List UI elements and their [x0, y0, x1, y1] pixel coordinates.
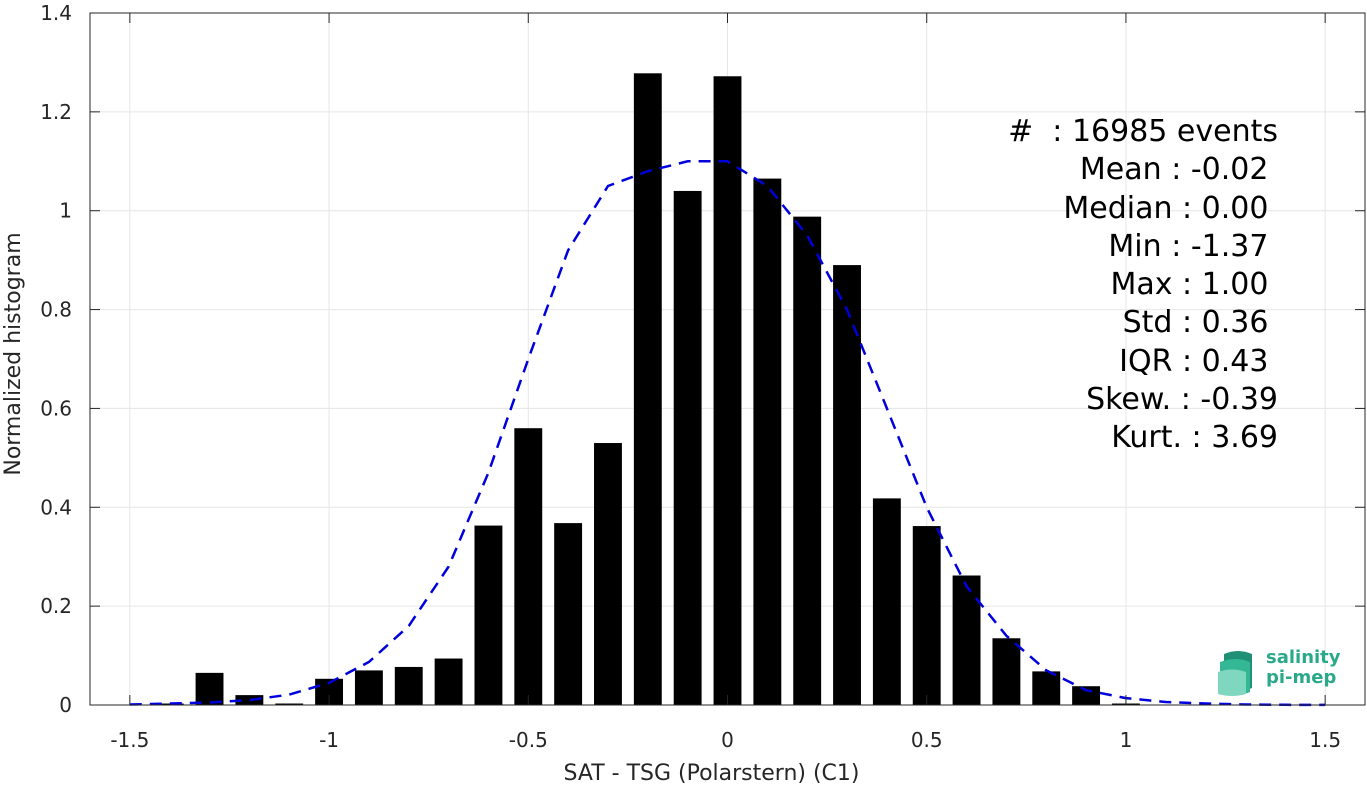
stats-box: # : 16985 events Mean : -0.02 Median : 0…	[1008, 113, 1278, 458]
histogram-bar	[394, 666, 423, 705]
x-tick-label: -0.5	[509, 728, 548, 752]
y-tick-label: 1.4	[40, 1, 72, 25]
x-tick-label: 1	[1120, 728, 1133, 752]
y-tick-label: 0	[59, 693, 72, 717]
histogram-bar	[155, 703, 184, 705]
histogram-bar	[594, 443, 622, 705]
stat-max: Max : 1.00	[1110, 267, 1278, 303]
logo-line2: pi-mep	[1266, 667, 1337, 688]
histogram-bar	[434, 658, 463, 705]
y-tick-label: 0.8	[40, 298, 72, 322]
histogram-bar	[195, 672, 224, 705]
y-tick-label: 0.4	[40, 495, 72, 519]
stat-min: Min : -1.37	[1108, 228, 1278, 264]
histogram-bar	[354, 670, 383, 705]
y-tick-label: 0.6	[40, 396, 72, 420]
logo-text: salinity pi-mep	[1266, 648, 1341, 688]
wave-logo-icon	[1218, 651, 1252, 696]
logo-line1: salinity	[1266, 647, 1341, 668]
histogram-bar	[1032, 671, 1061, 705]
x-tick-label: 1.5	[1309, 728, 1341, 752]
stat-skew: Skew. : -0.39	[1086, 382, 1278, 418]
histogram-bar	[872, 498, 901, 705]
stat-iqr: IQR : 0.43	[1119, 343, 1278, 379]
x-axis-label: SAT - TSG (Polarstern) (C1)	[563, 761, 859, 785]
histogram-bar	[554, 523, 583, 705]
x-tick-label: 0	[721, 728, 734, 752]
histogram-bar	[474, 525, 503, 705]
histogram-bar	[912, 526, 941, 705]
x-tick-label: -1.5	[110, 728, 149, 752]
stat-mean: Mean : -0.02	[1079, 152, 1278, 188]
histogram-bar	[833, 265, 861, 705]
histogram-bar	[514, 428, 543, 705]
y-axis-label: Normalized histogram	[1, 232, 26, 475]
histogram-bar	[275, 703, 304, 705]
x-tick-label: -1	[319, 728, 339, 752]
histogram-bars	[155, 73, 1140, 706]
histogram-bar	[753, 178, 782, 706]
histogram-bar	[673, 190, 702, 705]
histogram-bar	[793, 216, 822, 705]
histogram-bar	[235, 695, 264, 705]
axis-ticks: -1.5 -1 -0.5 0 0.5 1 1.5 0 0.2 0.4 0.6 0.8 1 1.2 1.4	[40, 1, 1365, 752]
stat-median: Median : 0.00	[1063, 190, 1278, 226]
x-tick-label: 0.5	[911, 728, 943, 752]
stat-kurt: Kurt. : 3.69	[1111, 420, 1278, 456]
histogram-bar	[713, 76, 742, 706]
histogram-bar	[633, 73, 662, 705]
stat-events: # : 16985 events	[1008, 114, 1278, 149]
y-tick-label: 1.2	[40, 100, 72, 124]
y-tick-label: 1	[59, 199, 72, 223]
y-tick-label: 0.2	[40, 594, 72, 618]
histogram-bar	[952, 575, 981, 705]
salinity-pimep-logo: salinity pi-mep	[1218, 648, 1346, 696]
histogram-bar	[1072, 686, 1101, 705]
stat-std: Std : 0.36	[1122, 305, 1278, 341]
histogram-bar	[992, 638, 1021, 705]
